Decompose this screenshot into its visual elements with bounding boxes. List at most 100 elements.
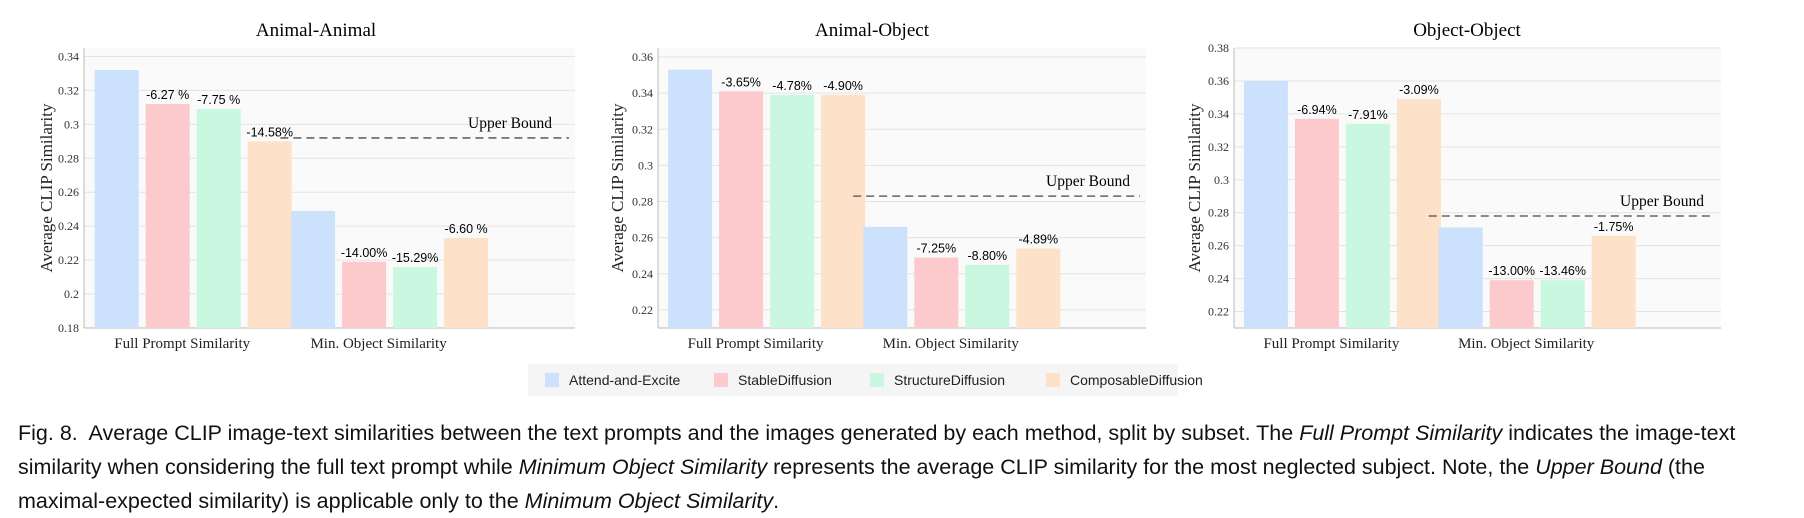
x-category-label: Full Prompt Similarity <box>688 336 824 352</box>
bar-data-label: -13.46% <box>1539 264 1586 278</box>
bar-data-label: -4.89% <box>1018 233 1058 247</box>
chart-title: Object-Object <box>1413 20 1521 41</box>
y-tick-label: 0.34 <box>1208 107 1229 121</box>
caption-text-2: indicates the image-text similarity when… <box>18 421 1736 479</box>
y-tick-label: 0.32 <box>58 83 79 97</box>
y-tick-label: 0.28 <box>632 195 653 209</box>
y-tick-label: 0.26 <box>632 231 653 245</box>
bar <box>393 266 438 328</box>
legend-label: StructureDiffusion <box>894 372 1005 388</box>
y-tick-label: 0.3 <box>638 158 653 172</box>
y-tick-label: 0.24 <box>58 219 79 233</box>
caption-fig-label: Fig. 8. <box>18 421 78 445</box>
y-tick-label: 0.32 <box>632 122 653 136</box>
y-tick-label: 0.34 <box>632 86 653 100</box>
bar-data-label: -13.00% <box>1488 264 1535 278</box>
y-tick-label: 0.18 <box>58 321 79 335</box>
caption-text-1: Average CLIP image-text similarities bet… <box>88 421 1300 445</box>
y-tick-label: 0.24 <box>1208 272 1229 286</box>
chart-panel-2: 0.22 0.24 0.26 0.28 0.3 0.32 0.34 0.36 Animal-Ob… <box>608 20 1146 352</box>
y-axis-label: Average CLIP Similarity <box>37 103 56 273</box>
caption-emph-min-object: Minimum Object Similarity <box>518 455 768 479</box>
bar <box>145 104 190 328</box>
bar <box>291 210 336 328</box>
y-tick-label: 0.22 <box>58 253 79 267</box>
bar <box>719 91 764 329</box>
y-tick-label: 0.22 <box>632 303 653 317</box>
caption-text-4: (the maximal-expected similarity) is app… <box>18 455 1705 513</box>
upper-bound-label: Upper Bound <box>468 115 552 132</box>
bar <box>1540 280 1585 328</box>
y-tick-label: 0.26 <box>58 185 79 199</box>
bar-data-label: -4.90% <box>823 79 863 93</box>
y-tick-label: 0.26 <box>1208 239 1229 253</box>
bar-data-label: -3.65% <box>721 75 761 89</box>
legend-box <box>528 364 1178 396</box>
legend-swatch <box>870 373 884 387</box>
y-tick-label: 0.38 <box>1208 41 1229 55</box>
x-category-label: Full Prompt Similarity <box>1263 336 1399 352</box>
bar <box>1016 248 1061 328</box>
y-tick-label: 0.24 <box>632 267 653 281</box>
bar <box>770 94 815 328</box>
figure-caption: Fig. 8. Average CLIP image-text similari… <box>18 416 1793 518</box>
legend-swatch <box>1046 373 1060 387</box>
legend: Attend-and-Excite StableDiffusion Structur… <box>528 364 1203 396</box>
bar <box>94 70 139 328</box>
bar-data-label: -7.25% <box>916 242 956 256</box>
legend-label: Attend-and-Excite <box>569 372 680 388</box>
bar-data-label: -14.58% <box>246 125 293 139</box>
bar <box>1489 280 1534 328</box>
legend-swatch <box>545 373 559 387</box>
legend-label: StableDiffusion <box>738 372 832 388</box>
bar-data-label: -4.78% <box>772 79 812 93</box>
y-tick-label: 0.3 <box>64 117 79 131</box>
bar <box>863 226 908 328</box>
chart-title: Animal-Animal <box>256 20 376 41</box>
x-category-label: Min. Object Similarity <box>310 336 447 352</box>
bar-data-label: -6.94% <box>1297 103 1337 117</box>
caption-emph-upper-bound: Upper Bound <box>1535 455 1662 479</box>
chart-title: Animal-Object <box>815 20 930 41</box>
bar <box>965 264 1010 328</box>
y-tick-label: 0.36 <box>1208 74 1229 88</box>
x-category-label: Full Prompt Similarity <box>114 336 250 352</box>
bar <box>444 238 489 328</box>
bar <box>1294 118 1339 328</box>
bar <box>821 94 866 328</box>
caption-text-5: . <box>773 489 780 513</box>
bar <box>1438 227 1483 328</box>
bar <box>1243 80 1288 328</box>
bar <box>914 257 959 328</box>
y-tick-label: 0.28 <box>1208 206 1229 220</box>
caption-text-3: represents the average CLIP similarity f… <box>767 455 1536 479</box>
bar-data-label: -6.60 % <box>445 222 488 236</box>
bar-data-label: -8.80% <box>967 249 1007 263</box>
bar-data-label: -6.27 % <box>146 88 189 102</box>
bar <box>247 141 292 328</box>
y-tick-label: 0.3 <box>1214 173 1229 187</box>
bar <box>196 109 241 328</box>
y-tick-label: 0.28 <box>58 151 79 165</box>
bar-data-label: -1.75% <box>1594 220 1634 234</box>
caption-emph-min-object-2: Minimum Object Similarity <box>524 489 774 513</box>
bar-data-label: -14.00% <box>341 246 388 260</box>
bar <box>1396 99 1441 328</box>
y-tick-label: 0.2 <box>64 287 79 301</box>
bar <box>1345 123 1390 328</box>
chart-panel-1: 0.18 0.2 0.22 0.24 0.26 0.28 0.3 0.32 0.34 Animal… <box>37 20 575 352</box>
upper-bound-label: Upper Bound <box>1046 173 1130 190</box>
legend-label: ComposableDiffusion <box>1070 372 1203 388</box>
y-tick-label: 0.36 <box>632 50 653 64</box>
chart-panel-3: 0.22 0.24 0.26 0.28 0.3 0.32 0.34 0.36 0.38 Objec… <box>1185 20 1721 352</box>
bar <box>342 261 387 328</box>
legend-swatch <box>714 373 728 387</box>
bar-data-label: -15.29% <box>392 251 439 265</box>
bar <box>1591 235 1636 328</box>
y-tick-label: 0.22 <box>1208 305 1229 319</box>
bar <box>668 69 713 328</box>
y-tick-label: 0.32 <box>1208 140 1229 154</box>
bar-data-label: -7.91% <box>1348 108 1388 122</box>
y-tick-label: 0.34 <box>58 49 79 63</box>
x-category-label: Min. Object Similarity <box>1458 336 1595 352</box>
